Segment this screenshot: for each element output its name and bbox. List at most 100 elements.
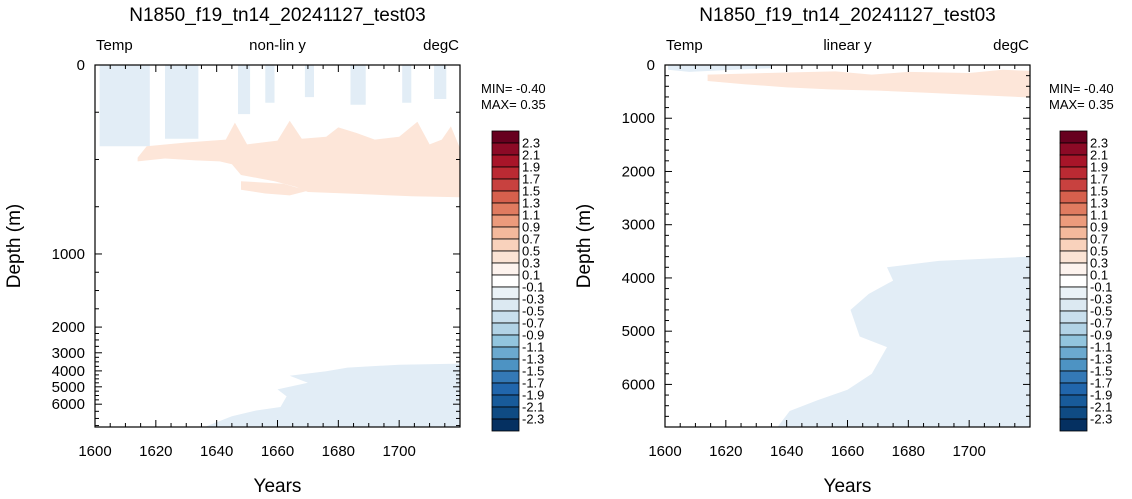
colorbar-swatch [491,226,520,240]
min-value-text: MIN= -0.40 [1049,81,1114,96]
units-label: degC [423,37,459,54]
warming-region-upper [137,120,460,198]
colorbar-label: 2.1 [522,148,540,163]
colorbar-label: 0.9 [522,220,540,235]
colorbar-swatch [1059,274,1088,288]
x-tick-label: 1620 [139,443,172,460]
colorbar-label: 1.7 [522,172,540,187]
colorbar-swatch [1059,358,1088,372]
colorbar-swatch [491,262,520,276]
colorbar-label: -1.7 [522,376,544,391]
colorbar-label: -1.5 [522,364,544,379]
colorbar-swatch [1059,286,1088,300]
colorbar-label: -2.3 [1090,412,1112,427]
colorbar-label: -0.1 [1090,280,1112,295]
x-axis-label: Years [824,476,872,497]
min-value-text: MIN= -0.40 [481,81,546,96]
colorbar-label: 0.7 [1090,232,1108,247]
colorbar-swatch [1059,418,1088,432]
y-tick-label: 6000 [622,376,655,393]
cooling-region-deep [204,363,460,427]
colorbar-swatch [1059,394,1088,408]
colorbar-swatch [491,418,520,432]
x-tick-label: 1680 [322,443,355,460]
colorbar-swatch [1059,334,1088,348]
colorbar-label: -2.3 [522,412,544,427]
colorbar: 2.32.11.91.71.51.31.10.90.70.50.30.1-0.1… [1059,130,1112,432]
variable-label: Temp [96,37,133,54]
y-tick-label: 5000 [622,323,655,340]
cooling-streak-surface-4 [265,65,275,103]
x-tick-label: 1660 [261,443,294,460]
colorbar-label: 2.3 [522,136,540,151]
colorbar-swatch [491,286,520,300]
colorbar-swatch [1059,130,1088,144]
colorbar-label: -1.5 [1090,364,1112,379]
colorbar-label: 1.5 [1090,184,1108,199]
colorbar-swatch [1059,346,1088,360]
colorbar-label: 1.7 [1090,172,1108,187]
colorbar-swatch [1059,298,1088,312]
cooling-streak-surface-2 [165,65,199,139]
colorbar-swatch [491,178,520,192]
x-tick-label: 1700 [382,443,415,460]
x-axis-label: Years [254,476,302,497]
cooling-region-surface [668,65,772,72]
colorbar-swatch [491,214,520,228]
y-axis-label: Depth (m) [574,204,595,288]
contour-field [99,65,460,427]
x-tick-label: 1660 [831,443,864,460]
colorbar-label: 1.9 [1090,160,1108,175]
max-value-text: MAX= 0.35 [1049,97,1114,112]
colorbar-label: -2.1 [522,400,544,415]
colorbar-label: -2.1 [1090,400,1112,415]
colorbar-swatch [491,394,520,408]
colorbar-swatch [1059,178,1088,192]
colorbar-swatch [1059,322,1088,336]
colorbar-label: -1.1 [1090,340,1112,355]
colorbar-swatch [1059,238,1088,252]
colorbar-swatch [491,250,520,264]
colorbar-swatch [1059,250,1088,264]
colorbar-label: 0.1 [522,268,540,283]
colorbar-swatch [491,274,520,288]
colorbar-swatch [1059,166,1088,180]
colorbar-label: 0.3 [1090,256,1108,271]
colorbar-swatch [1059,154,1088,168]
y-tick-label: 1000 [52,246,85,263]
axis-scale-label: linear y [823,37,872,54]
chart-title: N1850_f19_tn14_20241127_test03 [699,5,996,26]
y-tick-label: 3000 [52,345,85,362]
colorbar-label: -1.7 [1090,376,1112,391]
cooling-region-deep [777,256,1030,427]
colorbar-swatch [1059,310,1088,324]
y-tick-label: 4000 [52,363,85,380]
colorbar-swatch [491,154,520,168]
colorbar-swatch [1059,202,1088,216]
colorbar-label: -1.1 [522,340,544,355]
x-tick-label: 1600 [648,443,681,460]
colorbar-label: 1.9 [522,160,540,175]
x-tick-label: 1640 [200,443,233,460]
y-tick-label: 2000 [52,319,85,336]
y-tick-label: 2000 [622,163,655,180]
colorbar-label: 0.5 [1090,244,1108,259]
colorbar-label: 0.3 [522,256,540,271]
cooling-streak-surface-5 [304,65,314,98]
y-tick-label: 0 [77,57,85,74]
variable-label: Temp [666,37,703,54]
colorbar-swatch [491,406,520,420]
x-tick-label: 1680 [892,443,925,460]
cooling-streak-surface-7 [402,65,412,103]
colorbar-label: -0.9 [1090,328,1112,343]
cooling-streak-surface-3 [238,65,251,115]
colorbar-label: -0.7 [1090,316,1112,331]
colorbar-label: -1.3 [522,352,544,367]
colorbar-swatch [491,142,520,156]
colorbar-swatch [1059,226,1088,240]
colorbar-label: -0.5 [1090,304,1112,319]
colorbar-label: 1.3 [522,196,540,211]
colorbar-label: -0.9 [522,328,544,343]
y-tick-label: 4000 [622,270,655,287]
units-label: degC [993,37,1029,54]
